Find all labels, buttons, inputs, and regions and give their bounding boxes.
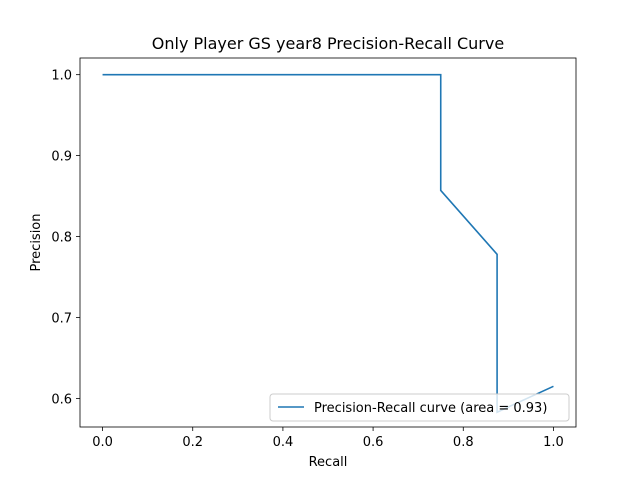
- y-axis: 0.6 0.7 0.8 0.9 1.0: [51, 69, 80, 407]
- y-tick-label: 0.8: [51, 231, 72, 246]
- x-tick-label: 0.8: [453, 435, 474, 450]
- plot-frame: [79, 57, 577, 428]
- x-tick-label: 0.6: [363, 435, 384, 450]
- legend-label: Precision-Recall curve (area = 0.93): [314, 401, 547, 416]
- x-tick-label: 1.0: [543, 435, 564, 450]
- y-tick-label: 0.7: [51, 311, 72, 326]
- x-tick-label: 0.4: [273, 435, 294, 450]
- x-tick-label: 0.2: [182, 435, 203, 450]
- legend-box: [269, 393, 570, 422]
- x-axis: 0.0 0.2 0.4 0.6 0.8 1.0: [92, 427, 564, 450]
- x-axis-label: Recall: [309, 455, 348, 470]
- y-tick-label: 0.6: [51, 392, 72, 407]
- y-tick-label: 1.0: [51, 69, 72, 84]
- legend: Precision-Recall curve (area = 0.93): [269, 393, 570, 422]
- x-tick-label: 0.0: [92, 435, 113, 450]
- plot-area: [80, 58, 576, 427]
- y-tick-label: 0.9: [51, 150, 72, 165]
- chart-title: Only Player GS year8 Precision-Recall Cu…: [152, 34, 504, 53]
- y-axis-label: Precision: [29, 213, 44, 271]
